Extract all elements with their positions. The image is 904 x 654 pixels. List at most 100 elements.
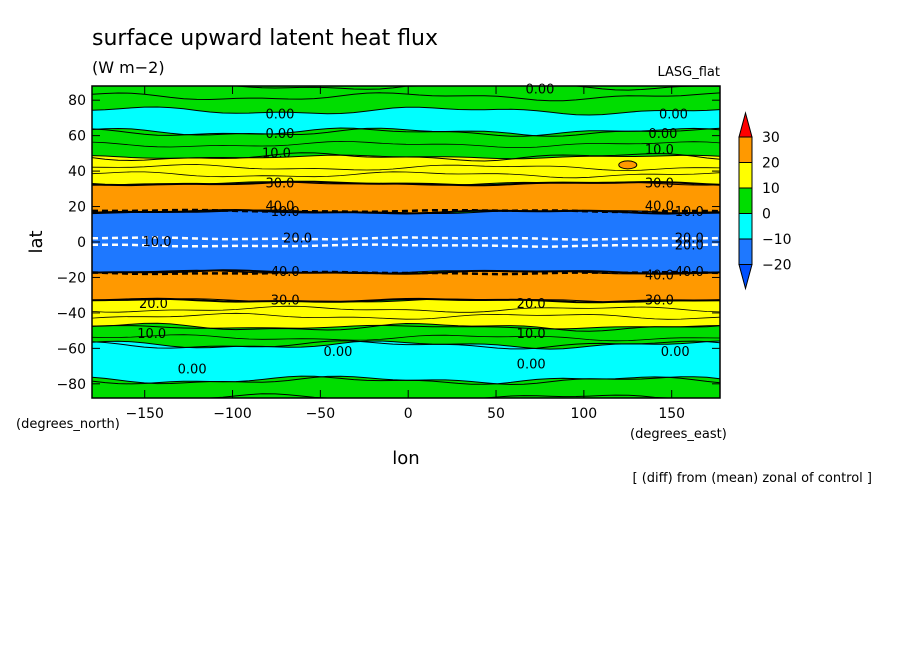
y-axis: −80 −60 −40 −20 0 20 40 60 80 — [56, 93, 720, 393]
contour-line — [91, 334, 721, 342]
contour-label: 30.0 — [645, 177, 674, 192]
y-tick-label: 80 — [68, 93, 86, 109]
y-tick-label: −60 — [56, 341, 86, 357]
contour-line — [92, 208, 721, 214]
colorbar-swatch — [738, 187, 753, 214]
contour-label: 0.00 — [661, 345, 690, 360]
colorbar-label: −20 — [762, 258, 792, 274]
contour-label: 10.0 — [517, 327, 546, 342]
contour-label: 20.0 — [283, 231, 312, 246]
x-tick-label: 50 — [487, 406, 505, 422]
x-tick-label: −100 — [213, 406, 251, 422]
y-unit-label: (degrees_north) — [16, 417, 120, 432]
y-tick-label: −20 — [56, 270, 86, 286]
contour-label: 30.0 — [271, 294, 300, 309]
comparison-note: [ (diff) from (mean) zonal of control ] — [633, 471, 872, 486]
contour-label: 20.0 — [675, 231, 704, 246]
colorbar-swatch — [738, 213, 753, 240]
y-tick-label: 20 — [68, 200, 86, 216]
contour-band — [92, 270, 720, 303]
colorbar-label: 30 — [762, 130, 780, 146]
contour-label: 10.0 — [143, 235, 172, 250]
contour-band — [92, 210, 720, 274]
y-tick-label: −80 — [56, 377, 86, 393]
contour-line — [91, 298, 721, 303]
contour-line — [91, 322, 721, 332]
contour-line — [91, 270, 721, 276]
contour-label: 0.00 — [517, 357, 546, 372]
contour-line — [91, 305, 721, 313]
contour-label: 10.0 — [645, 143, 674, 158]
x-unit-label: (degrees_east) — [630, 427, 727, 442]
contour-patch — [618, 160, 638, 170]
contour-line — [91, 236, 721, 241]
contour-label: 20.0 — [517, 297, 546, 312]
colorbar-swatch — [738, 136, 753, 163]
contour-line — [91, 164, 721, 172]
y-tick-label: 40 — [68, 164, 86, 180]
contour-band — [92, 181, 720, 214]
contour-label: 30.0 — [645, 294, 674, 309]
contour-lines — [91, 85, 721, 399]
colorbar-swatch — [738, 238, 753, 265]
contour-line — [91, 171, 721, 179]
model-label: LASG_flat — [657, 65, 720, 80]
contour-line — [91, 340, 721, 350]
contour-line — [91, 127, 721, 137]
contour-label: 40.0 — [675, 265, 704, 280]
x-tick-label: 100 — [570, 406, 597, 422]
colorbar-swatch — [738, 162, 753, 189]
contour-label: 0.00 — [265, 107, 294, 122]
contour-band — [92, 341, 720, 385]
contour-label: 40.0 — [271, 265, 300, 280]
y-tick-label: 60 — [68, 129, 86, 145]
contour-line — [91, 312, 721, 320]
contour-band — [92, 155, 720, 186]
contour-label: 10.0 — [262, 146, 291, 161]
contour-label: 0.00 — [648, 127, 677, 142]
contour-label: 10.0 — [137, 327, 166, 342]
colorbar-over-triangle — [738, 111, 753, 138]
contour-line — [91, 243, 721, 248]
contour-line — [91, 375, 721, 386]
contour-label: 0.00 — [525, 83, 554, 98]
chart-units: (W m−2) — [92, 58, 165, 77]
colorbar-label: −10 — [762, 232, 792, 248]
y-tick-label: 0 — [77, 235, 86, 251]
contour-line — [91, 324, 721, 330]
contour-label: 40.0 — [265, 200, 294, 215]
contour-label: 0.00 — [323, 345, 352, 360]
contour-label: 20.0 — [675, 239, 704, 254]
contour-label: 10.0 — [675, 205, 704, 220]
contour-label: 20.0 — [139, 297, 168, 312]
colorbar-label: 20 — [762, 156, 780, 172]
x-tick-label: −50 — [306, 406, 336, 422]
contour-line — [91, 92, 721, 102]
contour-line — [91, 154, 721, 160]
contour-label: 0.00 — [178, 363, 207, 378]
contour-label: 30.0 — [265, 177, 294, 192]
plot-area — [92, 86, 720, 398]
x-tick-label: 0 — [404, 406, 413, 422]
contour-line — [91, 180, 721, 187]
colorbar-label: 10 — [762, 181, 780, 197]
y-axis-label: lat — [26, 230, 47, 253]
contour-label: 0.00 — [659, 107, 688, 122]
contour-band — [92, 298, 720, 329]
x-axis-label: lon — [392, 448, 419, 469]
colorbar-label: 0 — [762, 207, 771, 223]
contour-label: 10.0 — [271, 205, 300, 220]
colorbar-under-triangle — [738, 264, 753, 291]
contour-band — [92, 376, 720, 398]
x-axis: −150 −100 −50 0 50 100 150 — [125, 86, 685, 422]
colorbar: 30 20 10 0 −10 −20 — [738, 111, 792, 291]
contour-line — [91, 209, 721, 215]
contour-line — [91, 106, 721, 116]
chart-title: surface upward latent heat flux — [92, 26, 438, 51]
contour-label: 40.0 — [645, 200, 674, 215]
contour-label: 40.0 — [645, 269, 674, 284]
y-tick-label: −40 — [56, 306, 86, 322]
contour-line — [91, 140, 721, 149]
